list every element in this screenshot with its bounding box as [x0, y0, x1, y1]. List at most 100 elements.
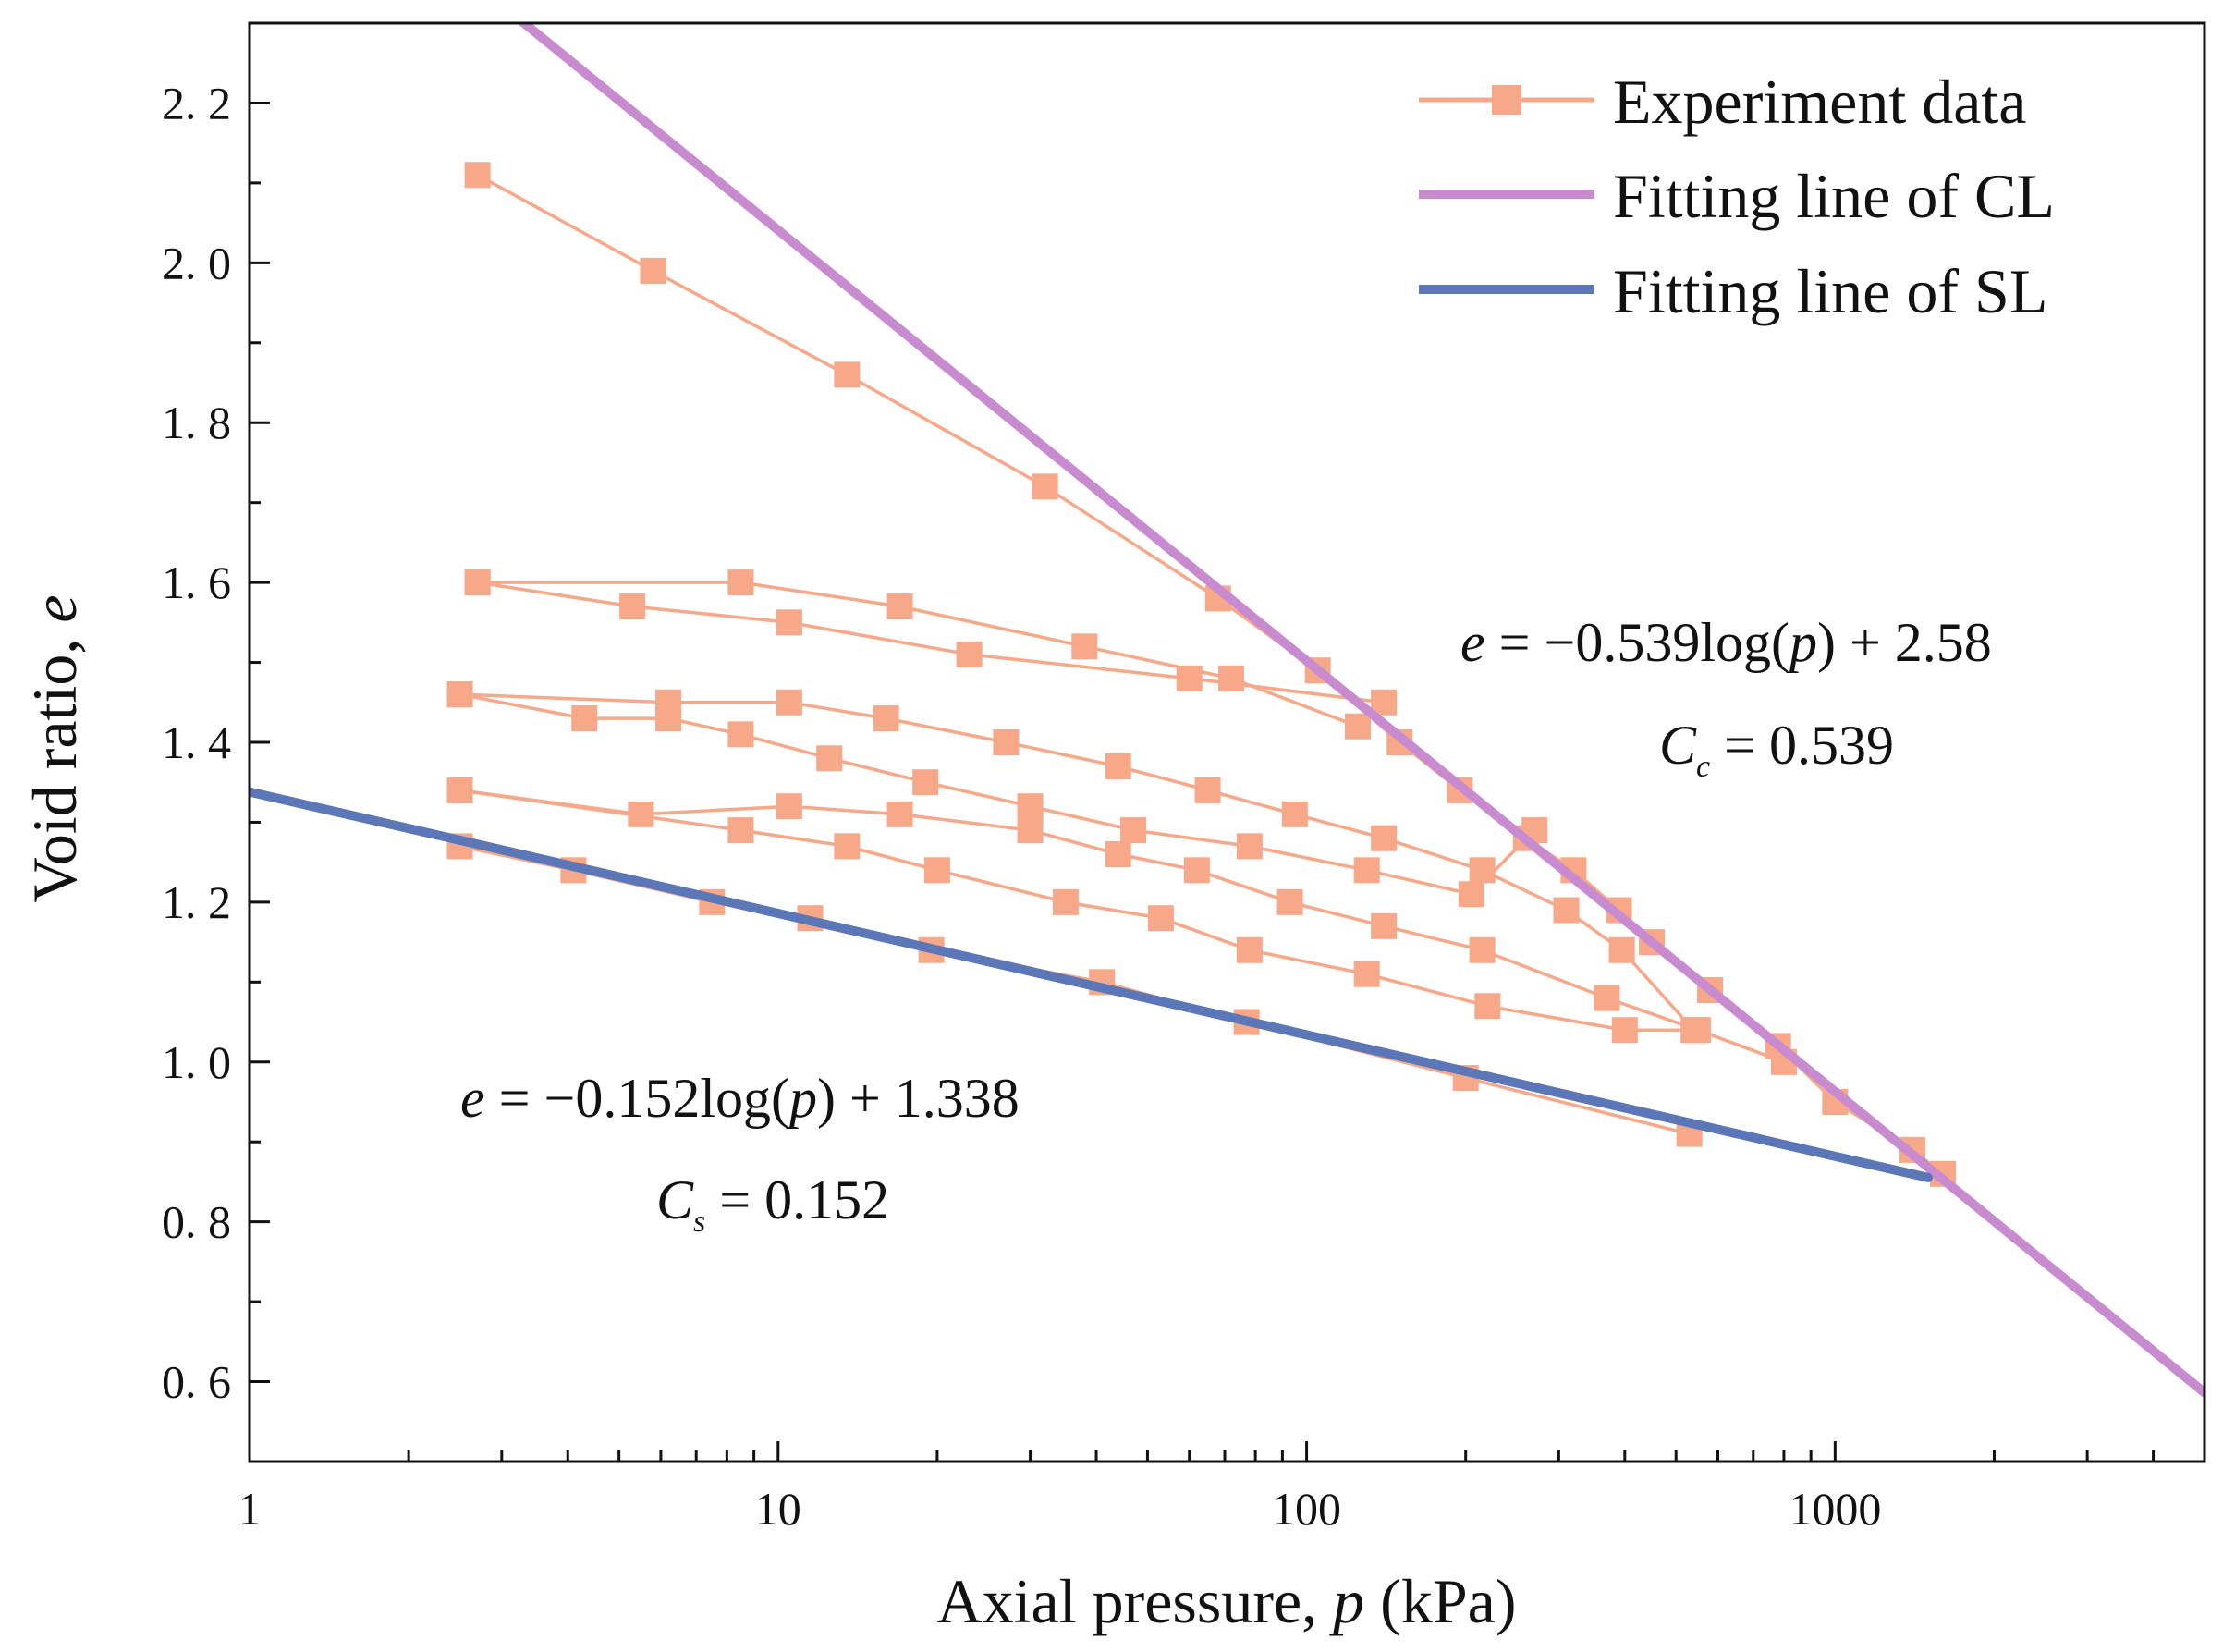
y-tick-label: 1. 4 — [162, 716, 231, 768]
experiment-point — [1594, 985, 1620, 1011]
sl-coefficient: Cs = 0.152 — [656, 1169, 889, 1239]
cl-fitting-line — [517, 23, 2205, 1398]
experiment-point — [464, 162, 491, 189]
experiment-point — [886, 593, 913, 620]
experiment-point — [727, 721, 754, 748]
legend-item-cl: Fitting line of CL — [1419, 161, 2055, 231]
experiment-point — [1276, 888, 1303, 915]
cl-equation: e = −0.539log(p) + 2.58 — [1460, 612, 1992, 673]
x-axis-title-prefix: Axial pressure, — [937, 1566, 1334, 1636]
experiment-point — [727, 817, 754, 844]
experiment-point — [993, 729, 1020, 755]
sl-coef-sub: s — [693, 1205, 705, 1239]
experiment-point — [1017, 817, 1044, 844]
sl-eq-lhs: e — [460, 1068, 485, 1129]
experiment-point — [1474, 993, 1501, 1020]
y-tick-label: 1. 6 — [162, 557, 231, 608]
experiment-point — [1217, 665, 1244, 691]
experiment-point — [886, 801, 913, 827]
experiment-point — [1032, 473, 1058, 500]
experiment-point — [923, 857, 950, 884]
experiment-point — [1608, 936, 1635, 963]
legend-label-cl: Fitting line of CL — [1613, 161, 2055, 231]
sl-equation: e = −0.152log(p) + 1.338 — [460, 1068, 1020, 1129]
x-axis-title-suffix: (kPa) — [1364, 1566, 1516, 1636]
experiment-point — [776, 689, 802, 716]
y-axis-title-var: e — [19, 594, 90, 622]
experiment-point — [1176, 665, 1203, 691]
experiment-point — [1353, 857, 1380, 884]
experiment-point — [1071, 633, 1098, 660]
experiment-point — [619, 593, 646, 620]
sl-coef-symbol: C — [656, 1169, 694, 1230]
experiment-point — [1371, 912, 1398, 939]
sl-equation-annotation: e = −0.152log(p) + 1.338 Cs = 0.152 — [460, 1068, 1020, 1239]
sl-eq-var: p — [786, 1068, 817, 1129]
y-tick-label: 1. 0 — [162, 1036, 231, 1088]
experiment-point — [655, 705, 682, 732]
experiment-point — [1344, 713, 1371, 740]
cl-coef-symbol: C — [1659, 715, 1697, 776]
x-axis-title: Axial pressure, p (kPa) — [937, 1566, 1517, 1636]
cl-eq-rhs: ) + 2.58 — [1817, 612, 1992, 673]
legend-item-experiment: Experiment data — [1419, 67, 2026, 137]
x-tick-label: 100 — [1272, 1483, 1341, 1535]
experiment-point — [912, 769, 939, 796]
experiment-point — [628, 801, 654, 827]
experiment-point — [446, 681, 473, 708]
x-tick-label: 1000 — [1789, 1483, 1881, 1535]
y-tick-label: 0. 8 — [162, 1196, 231, 1248]
legend-label-sl: Fitting line of SL — [1613, 256, 2047, 326]
sl-fitting-line — [250, 787, 1934, 1182]
y-tick-label: 2. 2 — [162, 77, 231, 128]
x-tick-label: 1 — [238, 1483, 262, 1535]
experiment-point — [1353, 961, 1380, 987]
legend-label-experiment: Experiment data — [1613, 67, 2026, 137]
experiment-point — [1105, 753, 1131, 779]
experiment-point — [1680, 1017, 1707, 1044]
experiment-point — [1553, 897, 1580, 924]
experiment-point — [640, 257, 666, 284]
experiment-point — [1120, 817, 1147, 844]
axes-ticks-layer: 0. 6 0. 8 1. 0 1. 2 1. 4 1. 6 1. 8 2. 0 2. 2 1 10 1… — [162, 21, 2206, 1535]
experiment-point — [1611, 1017, 1638, 1044]
cl-coefficient: Cc = 0.539 — [1659, 715, 1894, 784]
y-tick-label: 2. 0 — [162, 237, 231, 288]
legend: Experiment data Fitting line of CL Fitti… — [1419, 67, 2055, 326]
experiment-point — [956, 641, 983, 667]
experiment-point — [1017, 793, 1044, 820]
experiment-point — [834, 361, 861, 388]
experiment-point — [1105, 841, 1131, 868]
experiment-point — [834, 833, 861, 860]
experiment-point — [1147, 905, 1174, 932]
axes-frame — [248, 21, 2206, 1463]
experiment-point — [1194, 777, 1221, 803]
cl-eq-mid: = −0.539log( — [1485, 612, 1789, 673]
experiment-point — [1469, 936, 1496, 963]
experiment-line-segment — [459, 692, 1536, 897]
experiment-point — [571, 705, 598, 732]
experiment-point — [1183, 857, 1210, 884]
cl-equation-annotation: e = −0.539log(p) + 2.58 Cc = 0.539 — [1460, 612, 1992, 784]
experiment-point — [1371, 825, 1398, 851]
experiment-point — [776, 609, 802, 636]
experiment-point — [816, 745, 843, 772]
sl-eq-rhs: ) + 1.338 — [817, 1068, 1020, 1129]
x-tick-label: 10 — [755, 1483, 801, 1535]
experiment-point — [873, 705, 899, 732]
experiment-point — [776, 793, 802, 820]
y-tick-label: 1. 8 — [162, 397, 231, 448]
legend-swatch-experiment-marker — [1492, 85, 1521, 115]
experiment-point — [1458, 881, 1484, 908]
experiment-point — [446, 777, 473, 803]
experiment-point — [464, 569, 491, 596]
experiment-point — [1236, 833, 1263, 860]
y-axis-title: Void ratio, e — [19, 594, 90, 902]
cl-eq-lhs: e — [1460, 612, 1485, 673]
sl-eq-mid: = −0.152log( — [485, 1068, 789, 1129]
legend-item-sl: Fitting line of SL — [1419, 256, 2047, 326]
experiment-point — [727, 569, 754, 596]
cl-eq-var: p — [1786, 612, 1817, 673]
y-tick-label: 0. 6 — [162, 1356, 231, 1408]
